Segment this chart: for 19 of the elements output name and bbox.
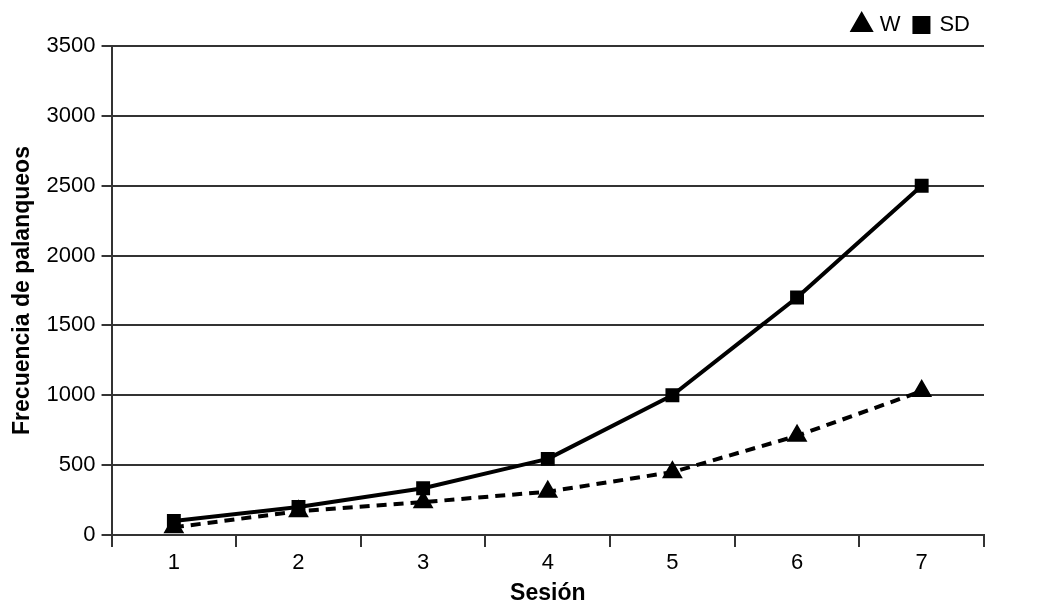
x-tick-label: 3 (417, 549, 430, 575)
y-tick-label: 2500 (46, 171, 96, 197)
x-tick-label: 4 (541, 549, 554, 575)
y-tick-label: 500 (58, 451, 96, 477)
y-tick-label: 3000 (46, 101, 96, 127)
y-tick-label: 3500 (46, 32, 96, 58)
x-tick-label: 2 (292, 549, 305, 575)
y-tick-label: 1000 (46, 381, 96, 407)
y-axis-title: Frecuencia de palanqueos (8, 146, 35, 435)
y-tick-label: 2000 (46, 241, 96, 267)
x-tick-label: 5 (666, 549, 679, 575)
x-axis-title: Sesión (510, 578, 586, 605)
legend-label: W (879, 11, 901, 37)
x-tick-label: 7 (915, 549, 928, 575)
legend-label: SD (939, 11, 970, 37)
x-tick-label: 1 (167, 549, 180, 575)
y-tick-label: 0 (83, 521, 96, 547)
y-tick-label: 1500 (46, 311, 96, 337)
x-tick-label: 6 (790, 549, 804, 575)
